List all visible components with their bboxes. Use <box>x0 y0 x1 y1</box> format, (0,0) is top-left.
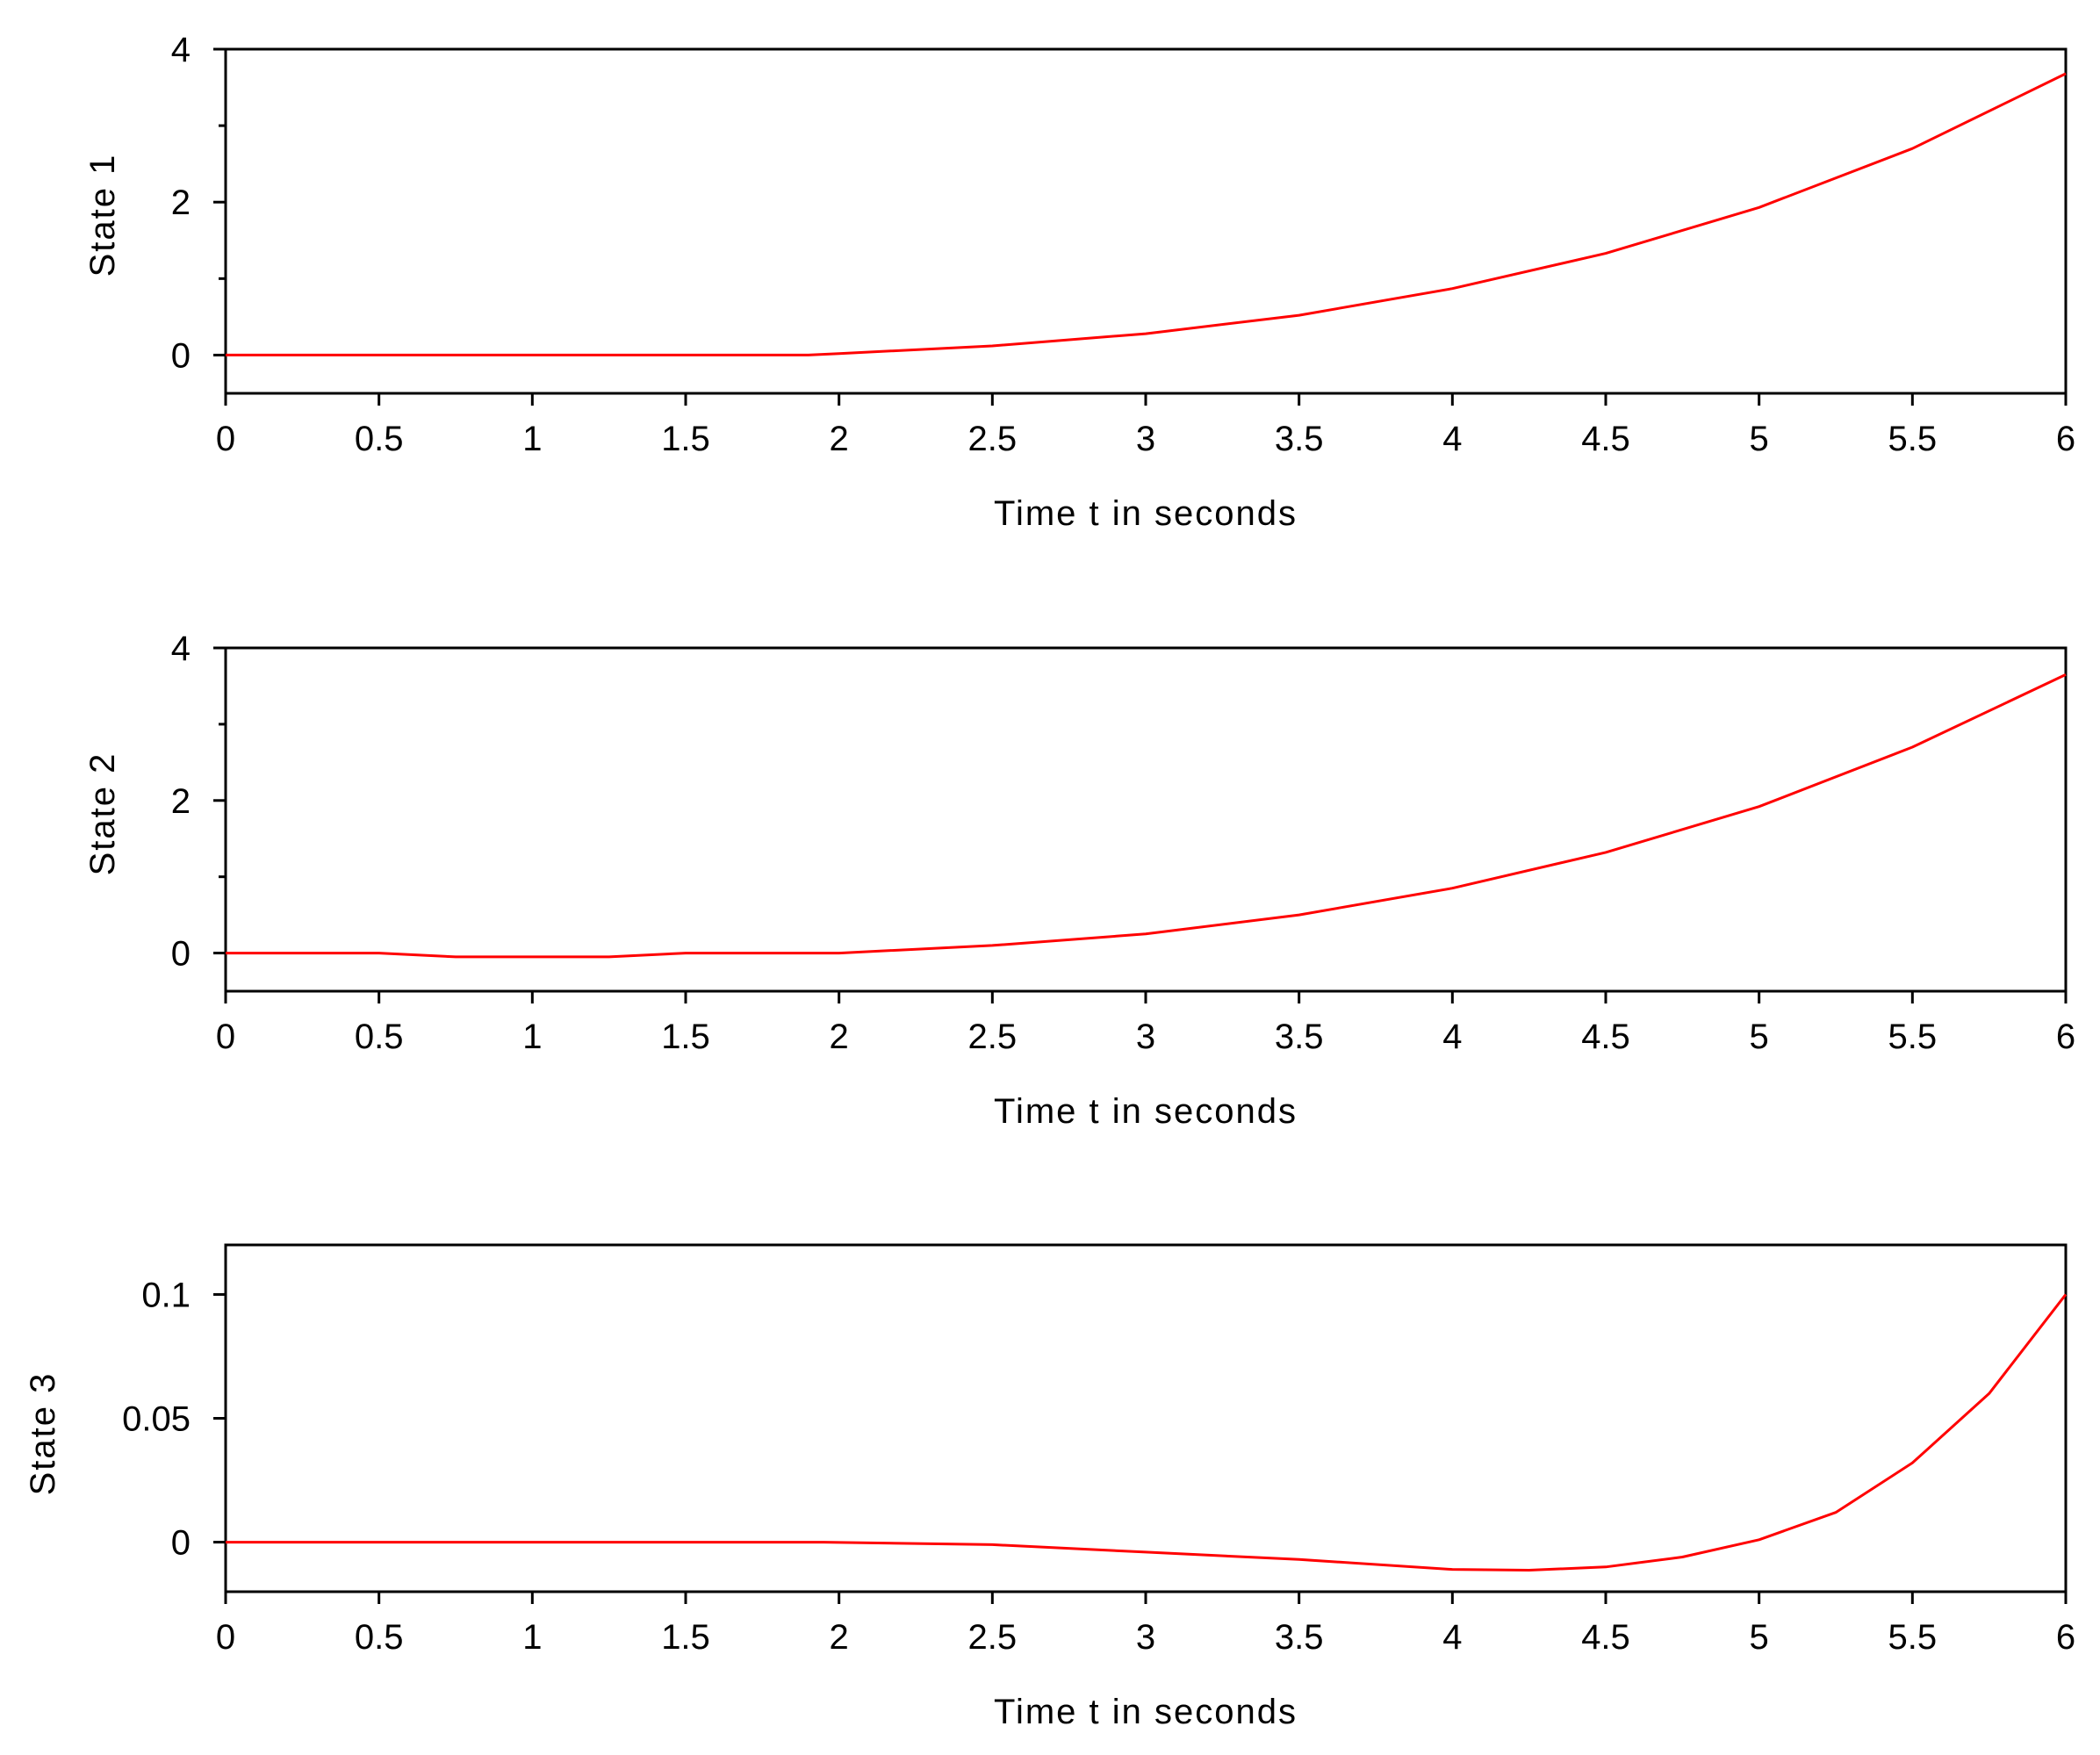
x-tick-label: 1.5 <box>661 1618 710 1657</box>
x-tick-label: 1 <box>522 1618 542 1657</box>
y-tick-label: 4 <box>171 31 191 69</box>
x-tick-label: 2 <box>830 420 849 458</box>
x-tick-label: 0.5 <box>355 1618 404 1657</box>
x-tick-label: 5.5 <box>1888 1618 1938 1657</box>
x-tick-label: 0 <box>216 420 235 458</box>
x-tick-label: 0 <box>216 1618 235 1657</box>
x-tick-label: 5.5 <box>1888 1018 1938 1056</box>
x-tick-label: 3 <box>1136 420 1155 458</box>
y-tick-label: 2 <box>171 782 191 821</box>
x-tick-label: 2.5 <box>968 420 1018 458</box>
y-tick-label: 0.1 <box>141 1276 191 1314</box>
x-tick-label: 3 <box>1136 1618 1155 1657</box>
y-tick-label: 0 <box>171 336 191 375</box>
y-axis-label: State 1 <box>83 154 122 277</box>
x-tick-label: 1.5 <box>661 1018 710 1056</box>
x-tick-label: 0.5 <box>355 420 404 458</box>
x-tick-label: 6 <box>2056 1618 2075 1657</box>
subplot-2: 0 0.5 1 1.5 2 2.5 3 3.5 4 4.5 5 5.5 6 0 2 4 Time t in se… <box>83 629 2075 1131</box>
x-tick-label: 0.5 <box>355 1018 404 1056</box>
y-tick-label: 4 <box>171 629 191 668</box>
x-tick-label: 0 <box>216 1018 235 1056</box>
x-tick-label: 2 <box>830 1618 849 1657</box>
x-tick-label: 5 <box>1750 420 1769 458</box>
y-tick-label: 0.05 <box>122 1400 191 1439</box>
x-tick-label: 1 <box>522 1018 542 1056</box>
y-tick-label: 0 <box>171 1524 191 1563</box>
x-tick-label: 1.5 <box>661 420 710 458</box>
x-axis-label: Time t in seconds <box>994 1693 1298 1731</box>
y-axis-label: State 2 <box>83 752 122 876</box>
series-line-1 <box>226 72 2067 356</box>
x-tick-label: 4.5 <box>1581 420 1630 458</box>
x-tick-label: 5 <box>1750 1018 1769 1056</box>
x-axis-label: Time t in seconds <box>994 494 1298 533</box>
subplot-3: 0 0.5 1 1.5 2 2.5 3 3.5 4 4.5 5 5.5 6 0 0.05 0.1 Time t … <box>24 1243 2075 1731</box>
x-tick-label: 6 <box>2056 1018 2075 1056</box>
x-axis-label: Time t in seconds <box>994 1092 1298 1131</box>
x-tick-label: 4 <box>1442 1018 1462 1056</box>
y-tick-label: 0 <box>171 935 191 974</box>
x-tick-label: 2.5 <box>968 1618 1018 1657</box>
x-tick-label: 5 <box>1750 1618 1769 1657</box>
y-tick-label: 2 <box>171 183 191 222</box>
subplot-1: 0 0.5 1 1.5 2 2.5 3 3.5 4 4.5 5 5.5 6 0 2 4 Time t in se… <box>83 31 2075 533</box>
x-tick-label: 4 <box>1442 420 1462 458</box>
y-axis-label: State 3 <box>24 1372 62 1496</box>
x-tick-label: 4.5 <box>1581 1618 1630 1657</box>
x-tick-label: 1 <box>522 420 542 458</box>
x-tick-label: 3.5 <box>1275 1018 1324 1056</box>
x-tick-label: 5.5 <box>1888 420 1938 458</box>
x-tick-label: 4.5 <box>1581 1018 1630 1056</box>
series-line-1 <box>226 1293 2068 1572</box>
x-tick-label: 2 <box>830 1018 849 1056</box>
x-tick-label: 3.5 <box>1275 1618 1324 1657</box>
x-tick-label: 2.5 <box>968 1018 1018 1056</box>
x-tick-label: 3.5 <box>1275 420 1324 458</box>
x-tick-label: 4 <box>1442 1618 1462 1657</box>
x-tick-label: 3 <box>1136 1018 1155 1056</box>
x-tick-label: 6 <box>2056 420 2075 458</box>
series-line-1 <box>226 673 2067 959</box>
